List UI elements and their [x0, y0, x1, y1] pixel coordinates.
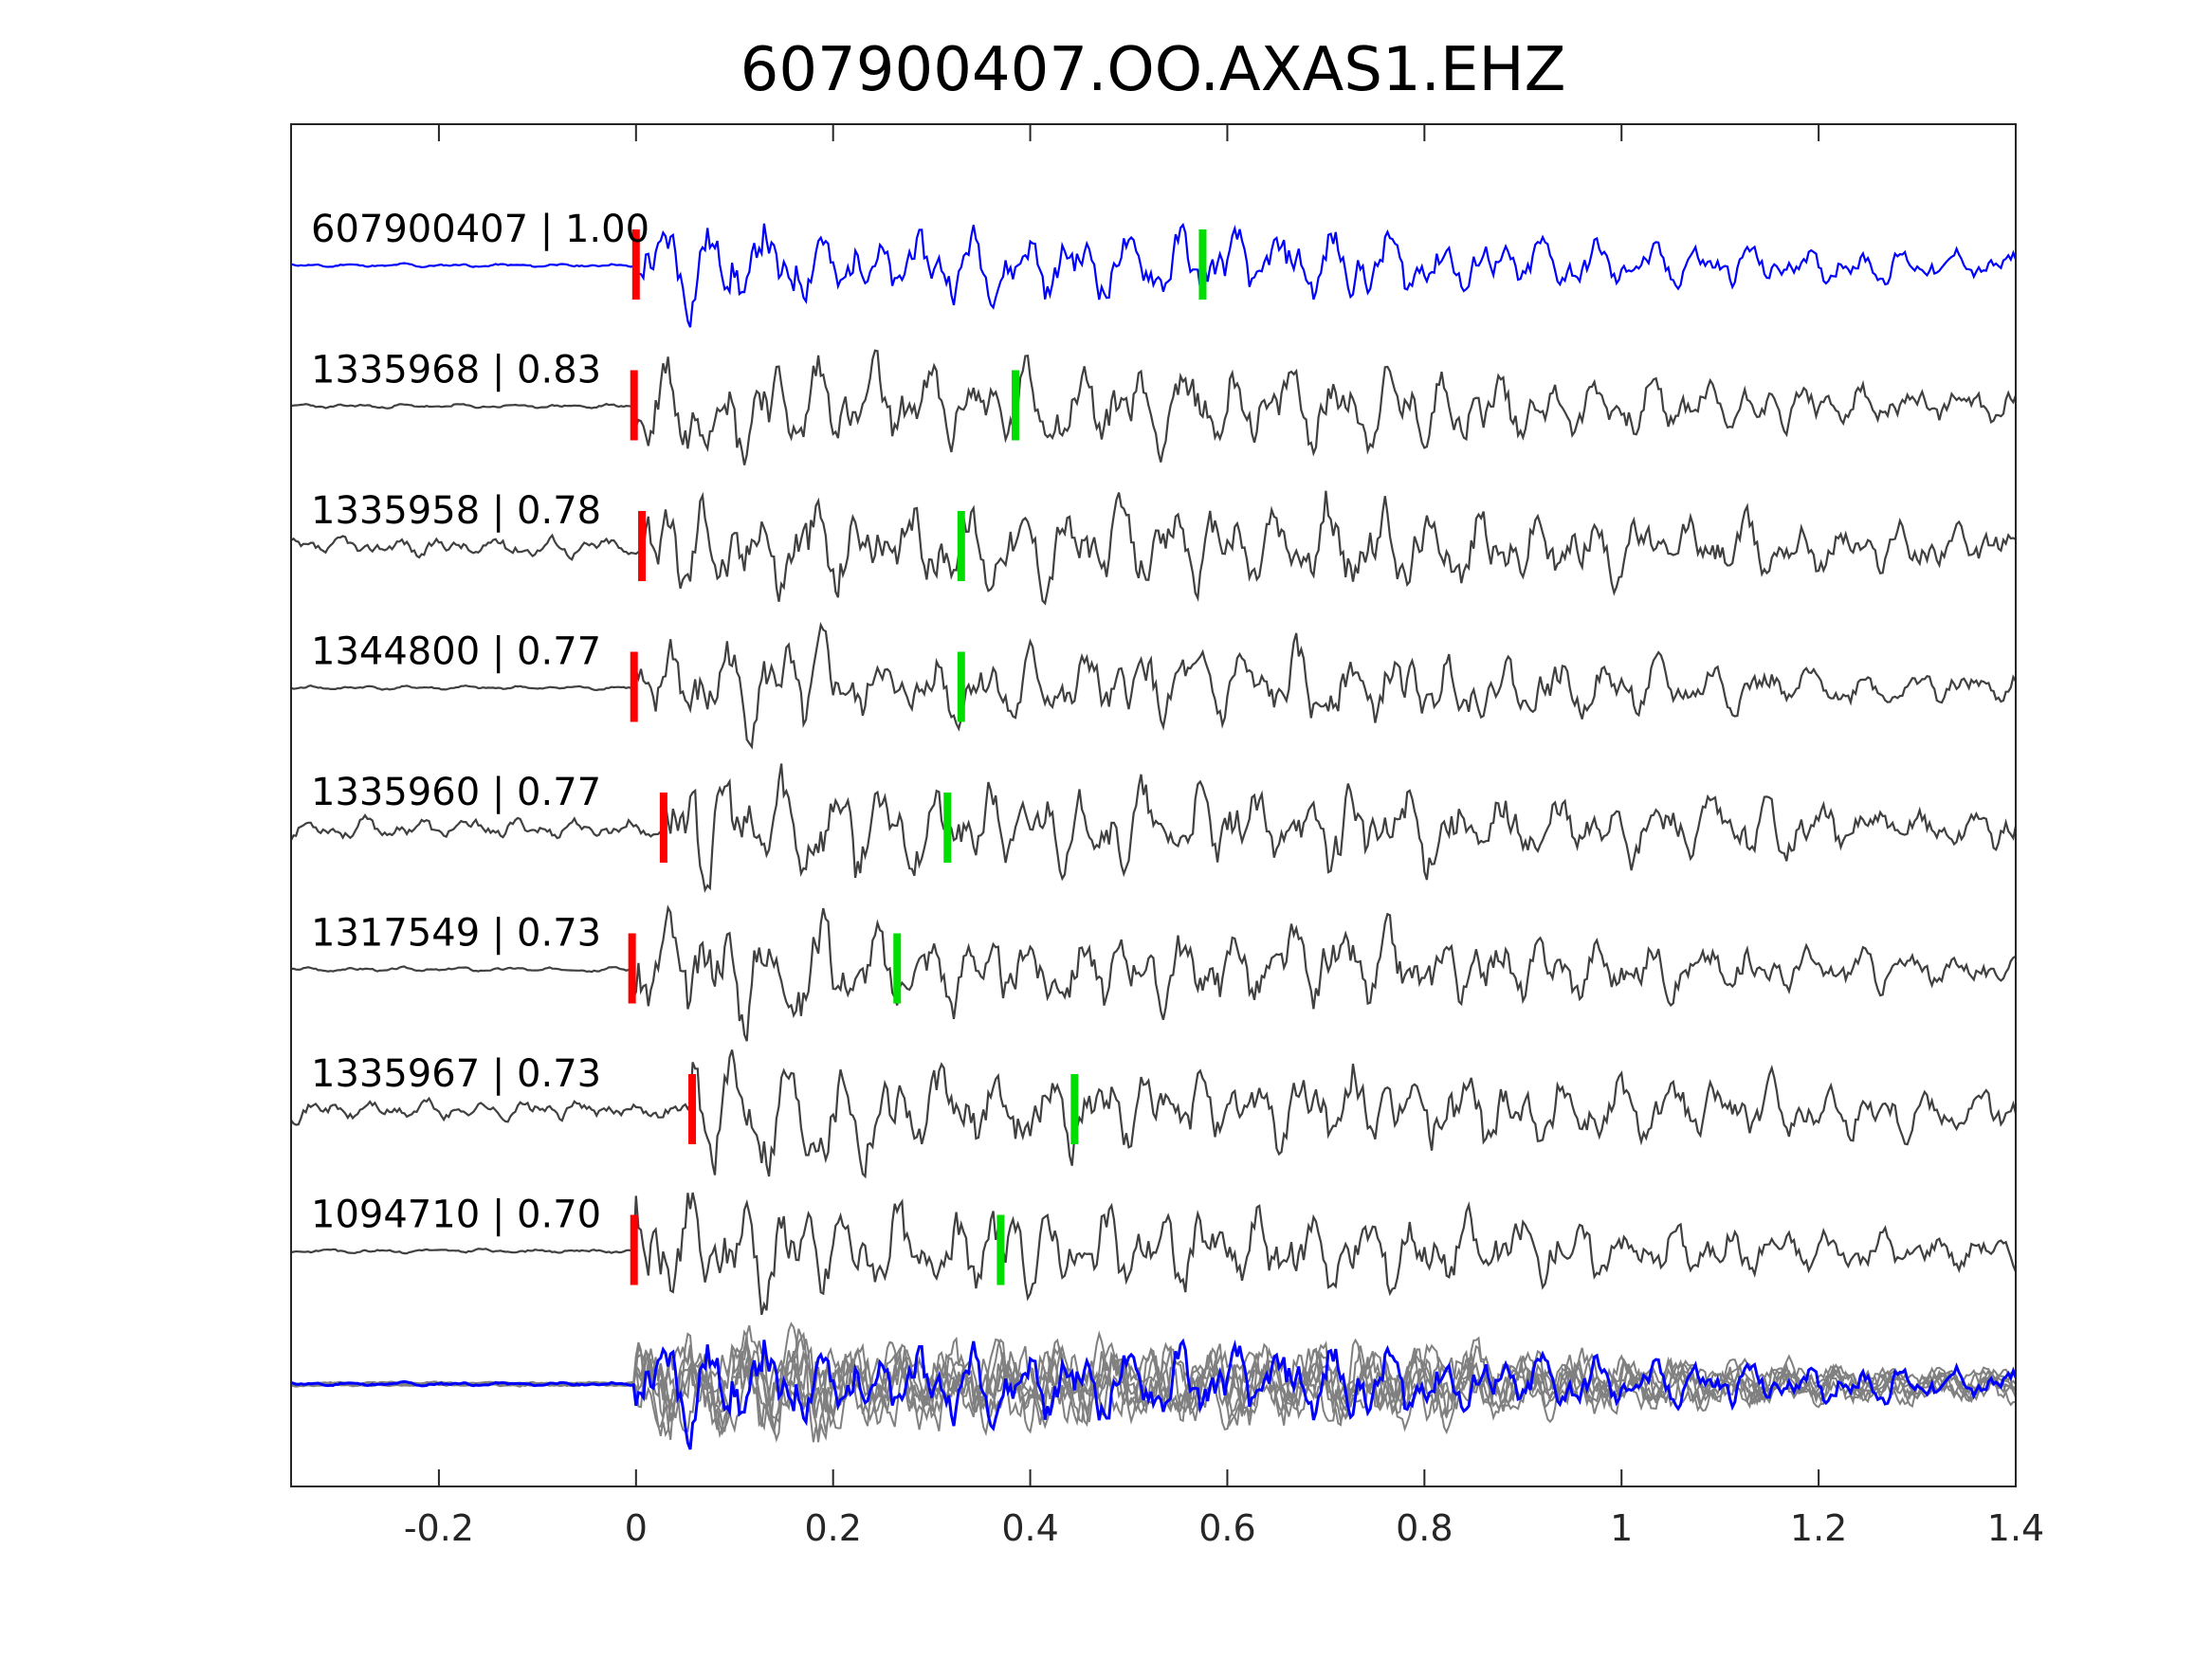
plot-area: 607900407 | 1.00 1335968 | 0.83 1335958 | …	[291, 208, 2016, 1450]
trace-waveform	[291, 1192, 2016, 1316]
trace-waveform	[291, 349, 2016, 465]
trace-label: 1335960 | 0.77	[311, 771, 601, 814]
trace-label: 1335968 | 0.83	[311, 349, 601, 392]
trace-label: 1335967 | 0.73	[311, 1052, 601, 1096]
x-tick-label: 0	[625, 1507, 648, 1549]
x-tick-label: 1	[1610, 1507, 1633, 1549]
picks	[628, 229, 1207, 1285]
trace-label: 1344800 | 0.77	[311, 630, 601, 674]
chart-title: 607900407.OO.AXAS1.EHZ	[740, 35, 1566, 105]
trace-label: 1335958 | 0.78	[311, 489, 601, 533]
stack-template-trace	[291, 1338, 2016, 1450]
trace-waveform	[291, 763, 2016, 894]
x-tick-label: 1.4	[1987, 1507, 2044, 1549]
trace-label: 607900407 | 1.00	[311, 208, 649, 251]
trace-waveform	[291, 904, 2016, 1042]
stack-overlay-trace	[291, 1322, 2016, 1431]
x-tick-label: 0.8	[1396, 1507, 1453, 1549]
x-tick-label: 0.2	[804, 1507, 861, 1549]
waveforms	[291, 222, 2016, 1450]
trace-waveform	[291, 1049, 2016, 1179]
axes-box	[290, 123, 2017, 1487]
trace-label: 1317549 | 0.73	[311, 912, 601, 956]
trace-waveform	[291, 621, 2016, 750]
x-tick-label: -0.2	[404, 1507, 474, 1549]
trace-waveform	[291, 490, 2016, 606]
trace-labels: 607900407 | 1.00 1335968 | 0.83 1335958 | …	[311, 208, 649, 1237]
trace-waveform	[291, 222, 2016, 328]
trace-label: 1094710 | 0.70	[311, 1194, 601, 1237]
x-tick-label: 0.4	[1001, 1507, 1058, 1549]
x-axis: -0.2 0 0.2 0.4 0.6 0.8 1 1.2 1.4	[404, 124, 2044, 1549]
x-tick-label: 0.6	[1198, 1507, 1255, 1549]
x-tick-label: 1.2	[1790, 1507, 1847, 1549]
